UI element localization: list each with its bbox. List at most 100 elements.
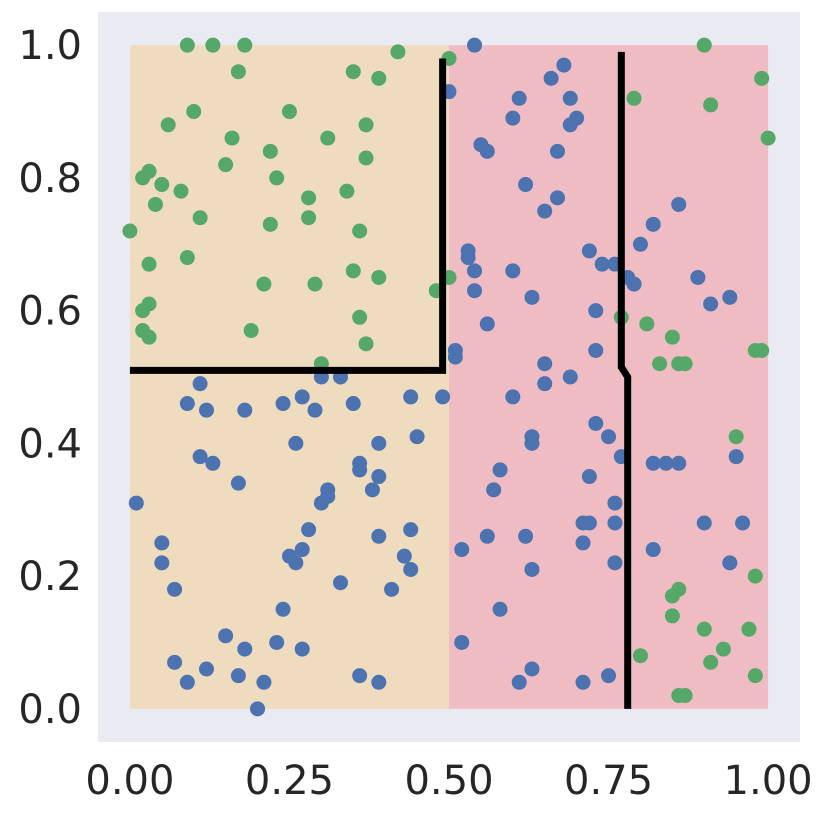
blue-point [588, 342, 604, 358]
blue-point [556, 57, 572, 73]
blue-point [307, 402, 323, 418]
blue-point [345, 396, 361, 412]
blue-point [403, 561, 419, 577]
blue-point [492, 601, 508, 617]
blue-point [198, 402, 214, 418]
green-point [281, 104, 297, 120]
green-point [358, 150, 374, 166]
green-point [307, 276, 323, 292]
blue-point [645, 542, 661, 558]
blue-point [435, 389, 451, 405]
blue-point [294, 542, 310, 558]
green-point [237, 37, 253, 53]
blue-point [703, 296, 719, 312]
blue-point [511, 674, 527, 690]
blue-point [179, 396, 195, 412]
blue-point [518, 177, 534, 193]
green-point [256, 276, 272, 292]
green-point [230, 64, 246, 80]
green-point [626, 90, 642, 106]
green-point [173, 183, 189, 199]
blue-point [479, 528, 495, 544]
blue-point [256, 674, 272, 690]
region-0 [129, 45, 449, 709]
green-point [677, 356, 693, 372]
green-point [135, 170, 151, 186]
blue-point [696, 515, 712, 531]
blue-point [537, 356, 553, 372]
blue-point [690, 269, 706, 285]
blue-point [396, 548, 412, 564]
blue-point [632, 236, 648, 252]
blue-point [364, 482, 380, 498]
blue-point [179, 674, 195, 690]
blue-point [645, 455, 661, 471]
green-point [696, 37, 712, 53]
blue-point [479, 143, 495, 159]
blue-point [447, 349, 463, 365]
green-point [671, 581, 687, 597]
blue-point [294, 389, 310, 405]
decision-regions [129, 45, 769, 709]
region-1 [449, 45, 769, 709]
blue-point [230, 475, 246, 491]
blue-point [486, 482, 502, 498]
green-point [715, 641, 731, 657]
blue-point [275, 396, 291, 412]
blue-point [524, 661, 540, 677]
green-point [632, 648, 648, 664]
green-point [639, 316, 655, 332]
green-point [677, 688, 693, 704]
blue-point [371, 435, 387, 451]
blue-point [237, 641, 253, 657]
blue-point [352, 462, 368, 478]
blue-point [288, 555, 304, 571]
blue-point [671, 196, 687, 212]
green-point [664, 329, 680, 345]
blue-point [269, 634, 285, 650]
blue-point [467, 37, 483, 53]
blue-point [403, 522, 419, 538]
green-point [205, 37, 221, 53]
green-point [345, 64, 361, 80]
blue-point [626, 276, 642, 292]
green-point [186, 104, 202, 120]
green-point [262, 143, 278, 159]
blue-point [537, 203, 553, 219]
blue-point [479, 316, 495, 332]
green-point [747, 342, 763, 358]
blue-point [167, 654, 183, 670]
green-point [262, 216, 278, 232]
green-point [741, 621, 757, 637]
green-point [122, 223, 138, 239]
blue-point [588, 303, 604, 319]
blue-point [588, 415, 604, 431]
blue-point [671, 455, 687, 471]
blue-point [167, 581, 183, 597]
blue-point [154, 535, 170, 551]
blue-point [594, 256, 610, 272]
green-point [192, 210, 208, 226]
x-tick-label: 1.00 [724, 758, 813, 804]
x-tick-label: 0.50 [404, 758, 493, 804]
y-tick-label: 0.0 [18, 687, 82, 733]
green-point [345, 263, 361, 279]
blue-point [128, 495, 144, 511]
blue-point [543, 70, 559, 86]
blue-point [250, 701, 266, 717]
blue-point [562, 117, 578, 133]
green-point [269, 170, 285, 186]
green-point [358, 336, 374, 352]
blue-point [581, 469, 597, 485]
blue-point [607, 495, 623, 511]
y-tick-label: 0.2 [18, 554, 82, 600]
green-point [179, 37, 195, 53]
green-point [371, 70, 387, 86]
green-point [243, 323, 259, 339]
blue-point [409, 429, 425, 445]
green-point [703, 97, 719, 113]
blue-point [288, 435, 304, 451]
green-point [141, 256, 157, 272]
green-point [703, 654, 719, 670]
